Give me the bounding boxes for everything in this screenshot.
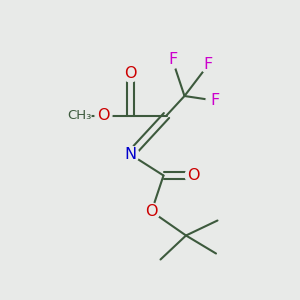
Circle shape bbox=[68, 104, 91, 127]
Circle shape bbox=[122, 65, 139, 82]
Circle shape bbox=[143, 203, 160, 220]
Text: O: O bbox=[97, 108, 110, 123]
Circle shape bbox=[206, 92, 223, 109]
Text: F: F bbox=[210, 93, 219, 108]
Text: O: O bbox=[124, 66, 137, 81]
Circle shape bbox=[200, 56, 217, 73]
Circle shape bbox=[122, 146, 139, 163]
Text: F: F bbox=[204, 57, 213, 72]
Text: N: N bbox=[124, 147, 136, 162]
Text: CH₃: CH₃ bbox=[67, 109, 92, 122]
Circle shape bbox=[164, 52, 181, 68]
Text: O: O bbox=[187, 168, 200, 183]
Circle shape bbox=[185, 167, 202, 184]
Text: O: O bbox=[145, 204, 158, 219]
Circle shape bbox=[95, 107, 112, 124]
Text: F: F bbox=[168, 52, 177, 68]
